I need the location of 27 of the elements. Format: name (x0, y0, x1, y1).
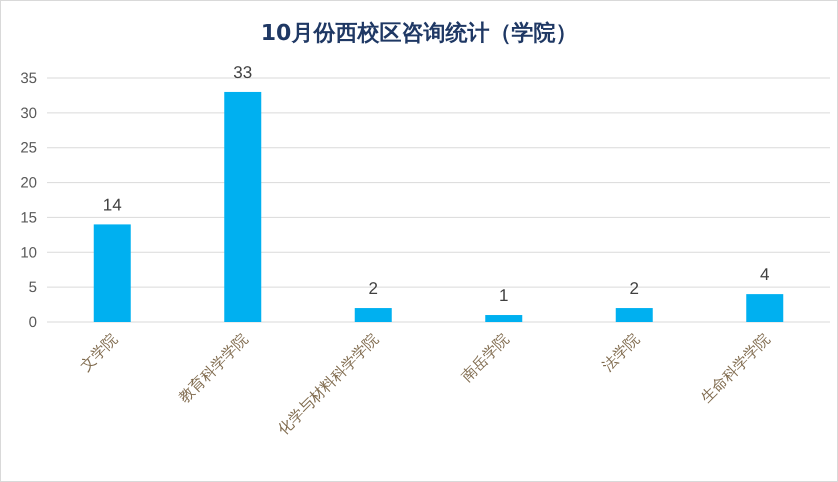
data-label: 14 (102, 195, 122, 214)
bar (224, 92, 262, 322)
data-label: 1 (499, 286, 508, 306)
bar (616, 308, 653, 322)
y-tick-label: 15 (20, 209, 37, 226)
y-tick-label: 20 (20, 174, 37, 192)
x-tick-label: 文学院 (76, 330, 122, 375)
bar (746, 294, 784, 322)
data-label: 33 (233, 62, 252, 82)
y-tick-label: 35 (20, 70, 37, 87)
y-tick-label: 10 (20, 244, 37, 262)
bar (354, 308, 392, 322)
chart-title: 10月份西校区咨询统计（学院） (260, 20, 578, 46)
x-tick-label: 教育科学学院 (175, 330, 252, 406)
bar (485, 315, 522, 322)
x-tick-label: 生命科学学院 (697, 330, 774, 406)
x-tick-label: 南岳学院 (457, 330, 513, 386)
bar (94, 224, 131, 322)
x-tick-label: 法学院 (598, 330, 644, 375)
data-label: 2 (630, 279, 639, 298)
data-label: 4 (760, 265, 770, 284)
y-tick-label: 0 (28, 314, 37, 331)
data-label: 2 (368, 279, 378, 298)
y-tick-label: 25 (20, 140, 37, 157)
y-tick-label: 5 (28, 279, 37, 296)
y-tick-label: 30 (20, 104, 37, 122)
x-tick-label: 化学与材料科学学院 (274, 330, 382, 438)
